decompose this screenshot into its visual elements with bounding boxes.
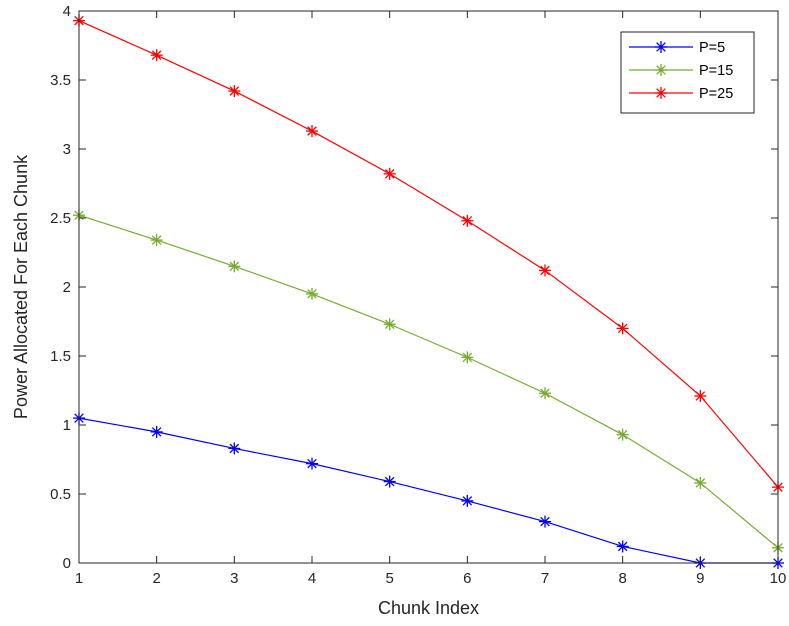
y-tick-label: 3 (63, 141, 71, 158)
x-tick-label: 2 (152, 570, 160, 587)
legend: P=5 P=15 P=25 (620, 31, 755, 114)
data-point (539, 515, 551, 528)
y-tick-label: 3.5 (50, 72, 71, 89)
data-point (228, 260, 241, 273)
series-line (78, 417, 778, 564)
data-point (383, 167, 396, 180)
data-point (228, 85, 241, 98)
x-axis-label: Chunk Index (378, 598, 479, 618)
data-point (150, 425, 163, 438)
y-tick-label: 0.5 (50, 486, 71, 503)
data-point (306, 457, 318, 470)
x-tick-label: 4 (308, 570, 316, 587)
y-tick-label: 1.5 (50, 348, 71, 365)
legend-label: P=25 (699, 86, 733, 102)
series-line (78, 214, 779, 549)
x-tick-label: 6 (463, 570, 471, 587)
data-point (306, 287, 318, 300)
data-point (461, 214, 474, 227)
legend-item: P=15 (629, 63, 733, 79)
legend-item: P=5 (629, 40, 725, 56)
legend-box (620, 31, 755, 114)
data-point (616, 428, 629, 441)
data-point (694, 476, 707, 489)
legend-label: P=5 (699, 40, 725, 56)
x-tick-label: 9 (696, 570, 704, 587)
x-tick-label: 5 (385, 570, 393, 587)
data-point (616, 322, 629, 335)
y-tick-label: 4 (63, 3, 71, 20)
legend-marker (655, 87, 667, 99)
data-point (461, 351, 474, 364)
x-tick-label: 8 (618, 570, 626, 587)
legend-marker (655, 64, 667, 76)
data-point (461, 494, 474, 507)
data-point (383, 475, 396, 488)
data-point (228, 442, 241, 455)
series-line (78, 20, 779, 488)
x-tick-label: 10 (770, 570, 787, 587)
data-point (306, 125, 318, 138)
y-tick-label: 2 (63, 279, 71, 296)
y-axis-label: Power Allocated For Each Chunk (11, 154, 31, 419)
data-point (150, 49, 163, 62)
x-tick-label: 1 (75, 570, 83, 587)
data-point (383, 318, 396, 331)
legend-marker (655, 41, 667, 53)
data-point (539, 264, 551, 277)
x-tick-label: 3 (230, 570, 238, 587)
data-point (150, 234, 163, 247)
data-point (616, 540, 629, 553)
legend-item: P=25 (629, 86, 733, 102)
legend-label: P=15 (699, 63, 733, 79)
y-tick-label: 0 (63, 555, 71, 572)
x-tick-label: 7 (541, 570, 549, 587)
ticks-layer: 1 2 3 4 5 6 7 8 9 10 0 0.5 1 1.5 2 2.5 3 3.5 4 (50, 3, 786, 587)
y-tick-label: 2.5 (50, 210, 71, 227)
y-tick-label: 1 (63, 417, 71, 434)
data-point (539, 387, 551, 400)
data-point (694, 390, 707, 403)
